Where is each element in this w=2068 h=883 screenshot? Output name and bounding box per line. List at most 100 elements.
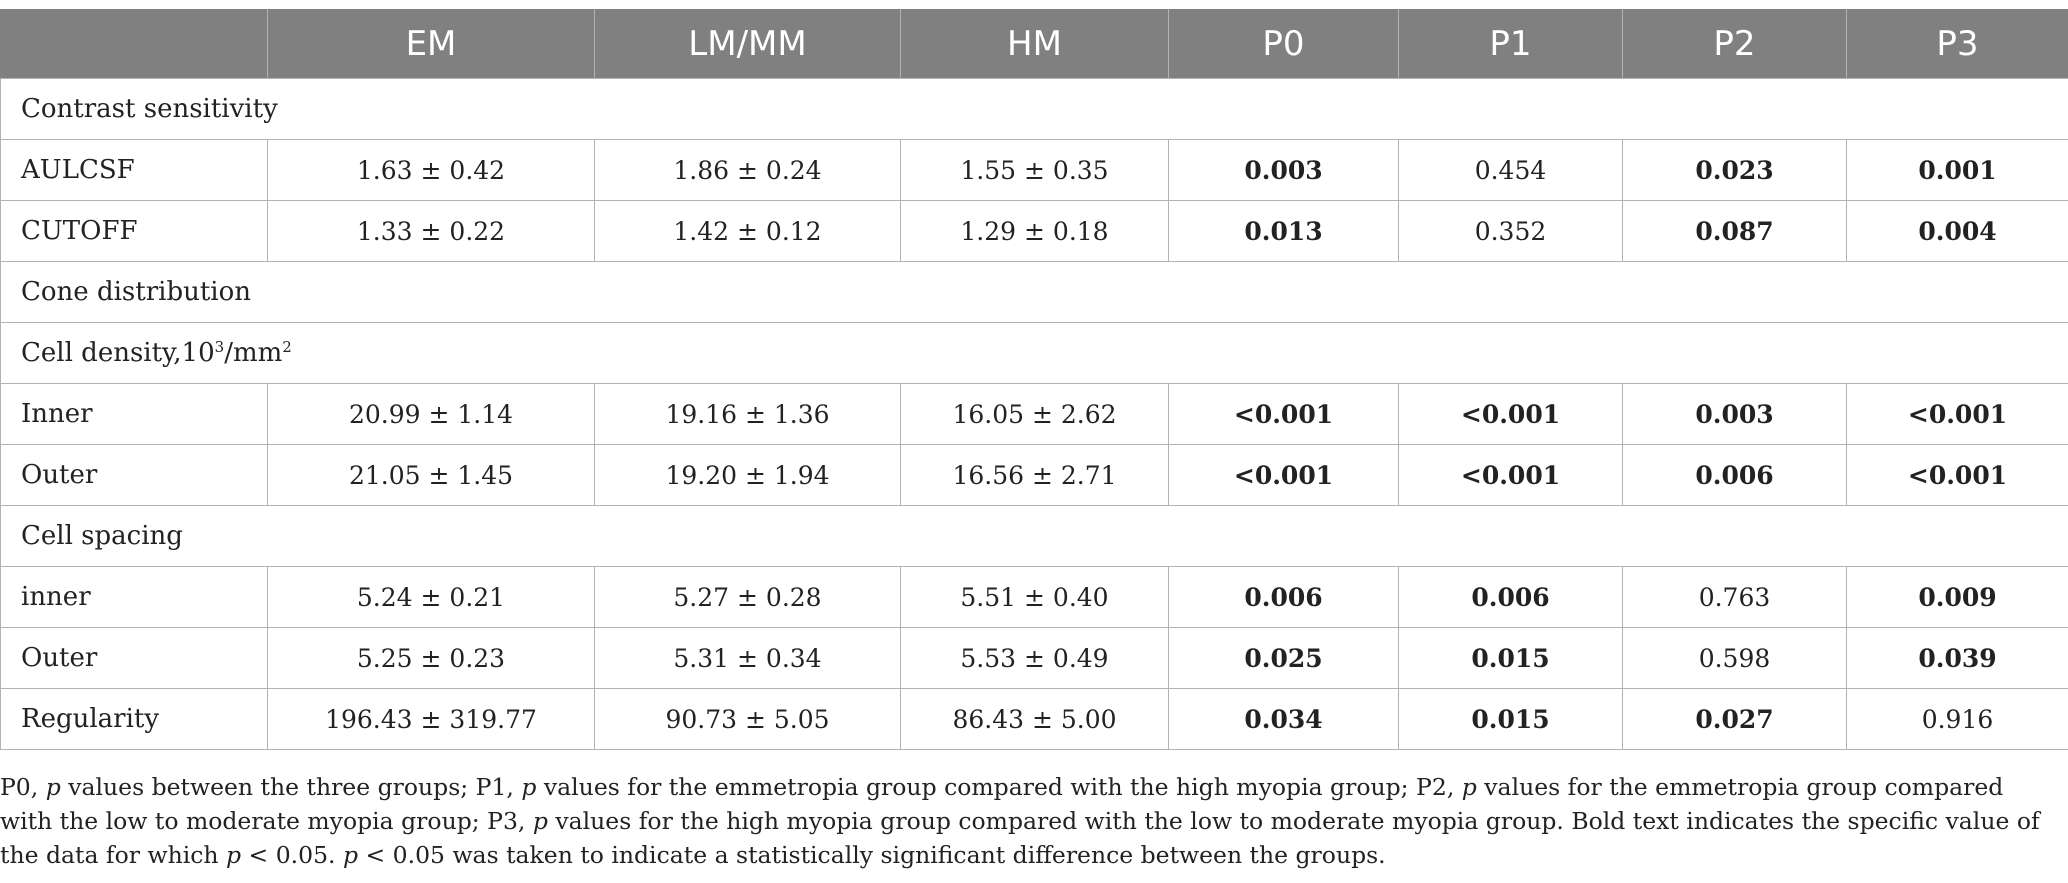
table-row: Outer 5.25 ± 0.23 5.31 ± 0.34 5.53 ± 0.49 0.… (0, 627, 2068, 689)
p-value-cell: <0.001 (1398, 444, 1623, 506)
table-row: CUTOFF 1.33 ± 0.22 1.42 ± 0.12 1.29 ± 0.18 0… (0, 200, 2068, 262)
header-cell-lm-mm: LM/MM (594, 9, 901, 79)
section-label: Cell density,103/mm2 (0, 322, 2068, 384)
section-label-text: Cell spacing (21, 521, 183, 551)
p-value-cell: 0.352 (1398, 200, 1623, 262)
table-body: Contrast sensitivity AULCSF 1.63 ± 0.42 1.8… (0, 78, 2068, 750)
row-label: inner (0, 566, 268, 628)
p-value-cell: 0.034 (1168, 688, 1399, 750)
mean-sd-cell: 19.20 ± 1.94 (594, 444, 901, 506)
row-label: Regularity (0, 688, 268, 750)
header-cell-empty (0, 9, 268, 79)
table-row: Outer 21.05 ± 1.45 19.20 ± 1.94 16.56 ± 2.7… (0, 444, 2068, 506)
table-row: inner 5.24 ± 0.21 5.27 ± 0.28 5.51 ± 0.40 0.… (0, 566, 2068, 628)
p-value-cell: 0.025 (1168, 627, 1399, 689)
section-row: Cell spacing (0, 505, 2068, 567)
results-table: EM LM/MM HM P0 P1 P2 P3 Contrast sensiti… (0, 9, 2068, 750)
p-value-cell: <0.001 (1398, 383, 1623, 445)
section-label: Cone distribution (0, 261, 2068, 323)
italic-p-symbol: p (532, 807, 548, 835)
table-row: AULCSF 1.63 ± 0.42 1.86 ± 0.24 1.55 ± 0.35 0… (0, 139, 2068, 201)
footnote-segment: < 0.05. (241, 841, 343, 869)
italic-p-symbol: p (1461, 773, 1477, 801)
p-value-cell: <0.001 (1168, 383, 1399, 445)
superscript: 3 (214, 338, 225, 356)
row-label: Outer (0, 444, 268, 506)
mean-sd-cell: 16.05 ± 2.62 (900, 383, 1169, 445)
footnote-segment: values for the emmetropia group compared… (0, 773, 2004, 835)
mean-sd-cell: 1.33 ± 0.22 (267, 200, 595, 262)
section-row: Cell density,103/mm2 (0, 322, 2068, 384)
row-label: AULCSF (0, 139, 268, 201)
mean-sd-cell: 1.63 ± 0.42 (267, 139, 595, 201)
mean-sd-cell: 5.25 ± 0.23 (267, 627, 595, 689)
mean-sd-cell: 90.73 ± 5.05 (594, 688, 901, 750)
italic-p-symbol: p (226, 841, 242, 869)
p-value-cell: 0.004 (1846, 200, 2068, 262)
p-value-cell: 0.087 (1622, 200, 1847, 262)
p-value-cell: <0.001 (1168, 444, 1399, 506)
p-value-cell: 0.006 (1168, 566, 1399, 628)
p-value-cell: 0.916 (1846, 688, 2068, 750)
section-label-text: Contrast sensitivity (21, 94, 278, 124)
p-value-cell: <0.001 (1846, 383, 2068, 445)
row-label: CUTOFF (0, 200, 268, 262)
mean-sd-cell: 1.29 ± 0.18 (900, 200, 1169, 262)
row-label: Outer (0, 627, 268, 689)
section-row: Contrast sensitivity (0, 78, 2068, 140)
footnote-segment: values for the emmetropia group compared… (536, 773, 1462, 801)
p-value-cell: 0.013 (1168, 200, 1399, 262)
mean-sd-cell: 19.16 ± 1.36 (594, 383, 901, 445)
results-table-container: EM LM/MM HM P0 P1 P2 P3 Contrast sensiti… (0, 9, 2068, 750)
footnote-segment: < 0.05 was taken to indicate a statistic… (358, 841, 1386, 869)
table-row: Regularity 196.43 ± 319.77 90.73 ± 5.05 86.… (0, 688, 2068, 750)
section-label-text: Cone distribution (21, 277, 251, 307)
section-label-text: Cell density,10 (21, 338, 215, 368)
p-value-cell: 0.027 (1622, 688, 1847, 750)
p-value-cell: 0.598 (1622, 627, 1847, 689)
footnote-segment: P0, (0, 773, 46, 801)
p-value-cell: 0.001 (1846, 139, 2068, 201)
table-footnote: P0, p values between the three groups; P… (0, 770, 2060, 872)
mean-sd-cell: 5.31 ± 0.34 (594, 627, 901, 689)
header-cell-p1: P1 (1398, 9, 1623, 79)
mean-sd-cell: 1.42 ± 0.12 (594, 200, 901, 262)
section-label-unit: /mm (224, 338, 283, 368)
section-row: Cone distribution (0, 261, 2068, 323)
italic-p-symbol: p (342, 841, 359, 869)
header-cell-hm: HM (900, 9, 1169, 79)
italic-p-symbol: p (521, 773, 537, 801)
mean-sd-cell: 21.05 ± 1.45 (267, 444, 595, 506)
p-value-cell: 0.003 (1622, 383, 1847, 445)
footnote-segment: values for the high myopia group compare… (0, 807, 2040, 869)
footnote-text: P0, p values between the three groups; P… (0, 770, 2060, 872)
p-value-cell: 0.003 (1168, 139, 1399, 201)
row-label: Inner (0, 383, 268, 445)
header-cell-p2: P2 (1622, 9, 1847, 79)
section-label: Contrast sensitivity (0, 78, 2068, 140)
p-value-cell: 0.454 (1398, 139, 1623, 201)
mean-sd-cell: 1.86 ± 0.24 (594, 139, 901, 201)
p-value-cell: 0.039 (1846, 627, 2068, 689)
mean-sd-cell: 5.24 ± 0.21 (267, 566, 595, 628)
p-value-cell: 0.006 (1398, 566, 1623, 628)
table-header-row: EM LM/MM HM P0 P1 P2 P3 (0, 9, 2068, 79)
table-row: Inner 20.99 ± 1.14 19.16 ± 1.36 16.05 ± 2.6… (0, 383, 2068, 445)
mean-sd-cell: 1.55 ± 0.35 (900, 139, 1169, 201)
header-cell-p0: P0 (1168, 9, 1399, 79)
footnote-segment: values between the three groups; P1, (60, 773, 522, 801)
header-cell-em: EM (267, 9, 595, 79)
p-value-cell: 0.009 (1846, 566, 2068, 628)
mean-sd-cell: 5.53 ± 0.49 (900, 627, 1169, 689)
mean-sd-cell: 20.99 ± 1.14 (267, 383, 595, 445)
mean-sd-cell: 5.27 ± 0.28 (594, 566, 901, 628)
p-value-cell: 0.015 (1398, 688, 1623, 750)
section-label: Cell spacing (0, 505, 2068, 567)
mean-sd-cell: 16.56 ± 2.71 (900, 444, 1169, 506)
p-value-cell: 0.763 (1622, 566, 1847, 628)
p-value-cell: 0.023 (1622, 139, 1847, 201)
p-value-cell: <0.001 (1846, 444, 2068, 506)
header-cell-p3: P3 (1846, 9, 2068, 79)
mean-sd-cell: 86.43 ± 5.00 (900, 688, 1169, 750)
p-value-cell: 0.006 (1622, 444, 1847, 506)
